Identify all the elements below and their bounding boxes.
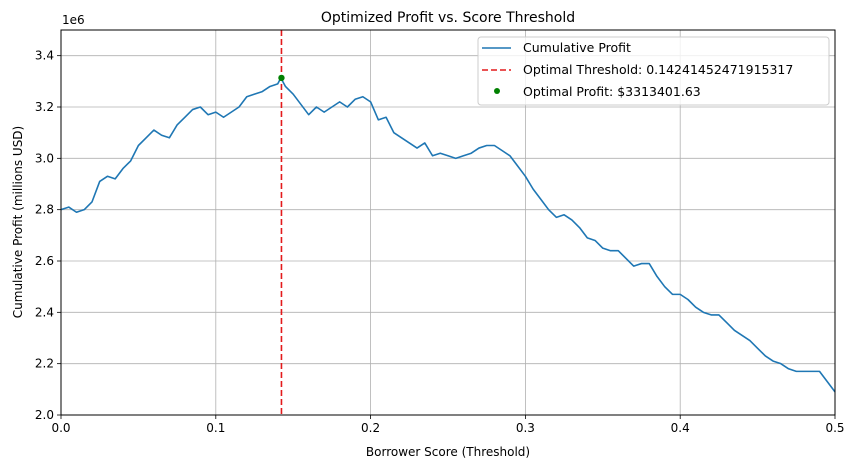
legend-label-optimal-profit: Optimal Profit: $3313401.63 (523, 84, 701, 99)
legend-label-optimal-threshold: Optimal Threshold: 0.14241452471915317 (523, 62, 793, 77)
plot-data (60, 30, 836, 415)
x-tick-label: 0.4 (671, 421, 690, 435)
y-tick-label: 2.4 (35, 305, 54, 319)
x-axis-label: Borrower Score (Threshold) (366, 445, 530, 459)
legend-swatch-optimal-profit (494, 88, 500, 94)
y-tick-label: 2.2 (35, 357, 54, 371)
x-tick-label: 0.2 (361, 421, 380, 435)
y-tick-label: 2.0 (35, 408, 54, 422)
cumulative-profit-line (60, 77, 836, 393)
y-tick-label: 3.2 (35, 100, 54, 114)
y-tick-label: 3.4 (35, 49, 54, 63)
optimal-profit-marker (278, 74, 285, 82)
x-ticks: 0.0 0.1 0.2 0.3 0.4 0.5 (51, 415, 845, 435)
chart-title: Optimized Profit vs. Score Threshold (321, 10, 575, 26)
plot-frame (60, 29, 836, 416)
y-axis-label: Cumulative Profit (millions USD) (11, 126, 25, 318)
y-ticks: 2.0 2.2 2.4 2.6 2.8 3.0 3.2 3.4 (35, 49, 61, 422)
y-tick-label: 2.6 (35, 254, 54, 268)
legend: Cumulative Profit Optimal Threshold: 0.1… (477, 36, 830, 106)
legend-box (477, 36, 830, 106)
y-offset-label: 1e6 (62, 13, 85, 27)
y-tick-label: 3.0 (35, 151, 54, 165)
x-tick-label: 0.0 (51, 421, 70, 435)
x-tick-label: 0.5 (825, 421, 844, 435)
y-tick-label: 2.8 (35, 203, 54, 217)
legend-label-cumulative-profit: Cumulative Profit (523, 40, 631, 55)
x-tick-label: 0.3 (516, 421, 535, 435)
x-tick-label: 0.1 (206, 421, 225, 435)
